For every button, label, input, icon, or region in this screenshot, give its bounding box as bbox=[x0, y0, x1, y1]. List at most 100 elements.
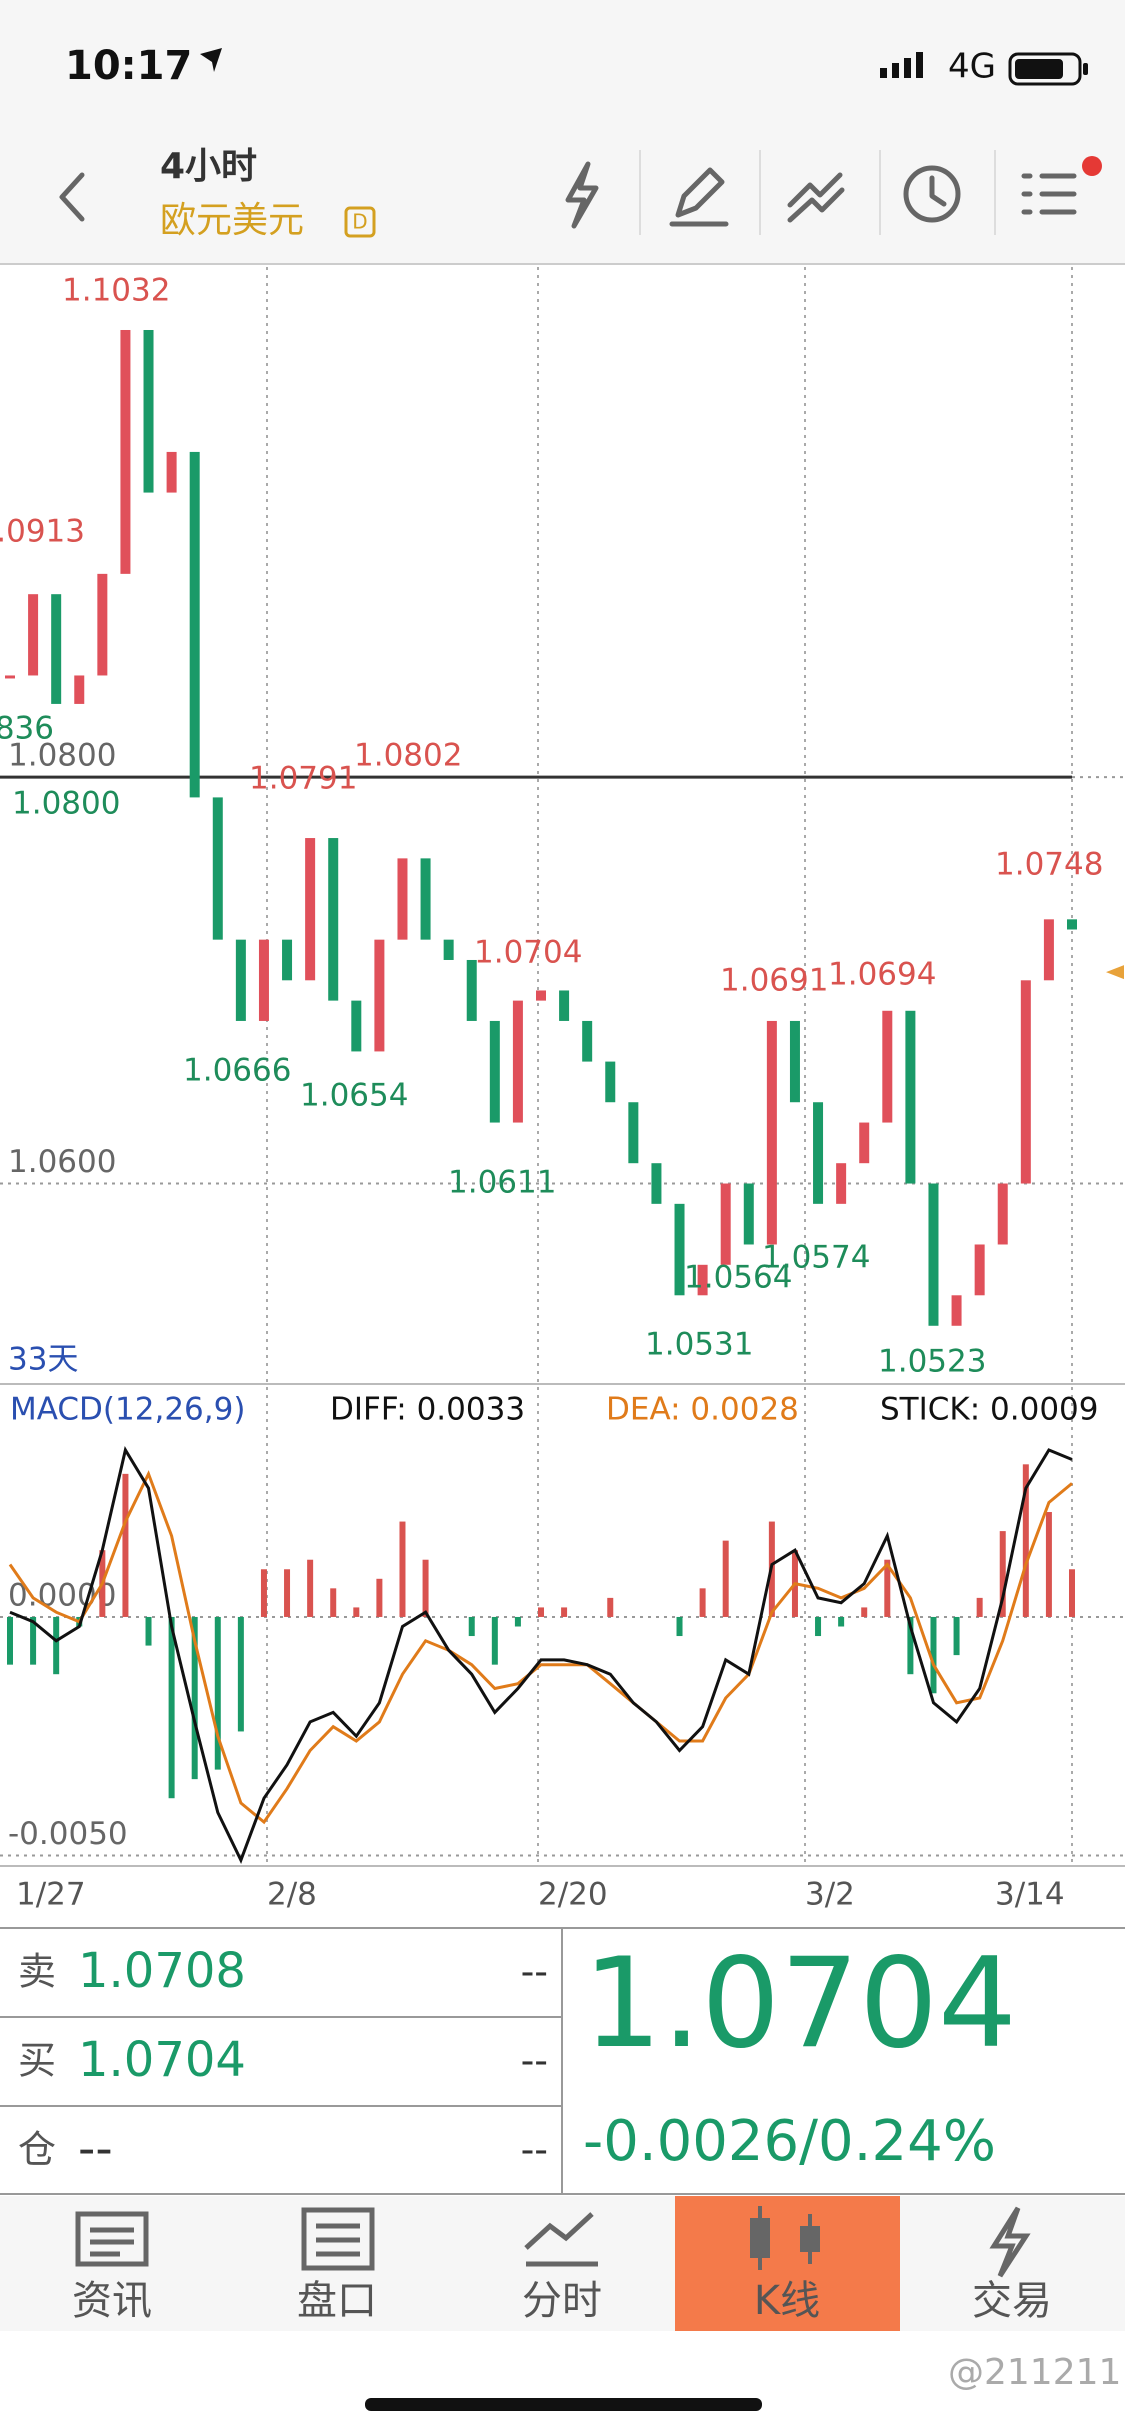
macd-stick bbox=[122, 1473, 129, 1617]
macd-stick bbox=[514, 1616, 521, 1627]
macd-stick bbox=[907, 1616, 914, 1675]
x-tick-label: 2/20 bbox=[538, 1877, 608, 1913]
tab-label[interactable]: 分时 bbox=[522, 2278, 602, 2324]
price-annotation: 1.0836 bbox=[0, 711, 54, 747]
tab-label[interactable]: 交易 bbox=[972, 2278, 1052, 2324]
macd-stick bbox=[237, 1616, 244, 1732]
tabs: 资讯 盘口 分时 K线 交易 bbox=[72, 2278, 1052, 2324]
candle-body bbox=[813, 1102, 824, 1204]
macd-stick bbox=[699, 1588, 706, 1617]
macd-stick bbox=[676, 1616, 683, 1637]
battery-cap bbox=[1083, 63, 1088, 75]
candle-body bbox=[282, 939, 293, 981]
candle-body bbox=[766, 1020, 777, 1245]
network-label: 4G bbox=[948, 47, 996, 87]
x-tick-label: 2/8 bbox=[267, 1877, 317, 1913]
macd-legend: DIFF: 0.0033 bbox=[330, 1392, 525, 1428]
macd-stick bbox=[861, 1607, 868, 1617]
news-icon-lines bbox=[90, 2227, 134, 2257]
macd-stick bbox=[376, 1578, 383, 1617]
tab-label[interactable]: K线 bbox=[754, 2278, 820, 2324]
macd-stick bbox=[30, 1616, 37, 1665]
quote-value: 1.0708 bbox=[78, 1943, 246, 1999]
vertical-grid bbox=[266, 267, 1073, 1866]
book-icon bbox=[301, 2207, 375, 2271]
candle-body bbox=[628, 1102, 639, 1164]
candle-body bbox=[605, 1061, 616, 1103]
range-label: 33天 bbox=[8, 1342, 78, 1378]
macd-stick bbox=[561, 1607, 568, 1617]
macd-stick bbox=[53, 1616, 60, 1675]
candle-body bbox=[351, 1000, 362, 1052]
tab-label[interactable]: 盘口 bbox=[297, 2278, 377, 2324]
tab-label[interactable]: 资讯 bbox=[72, 2278, 152, 2324]
macd-stick bbox=[884, 1559, 891, 1617]
candle-body bbox=[836, 1163, 847, 1204]
candle-body bbox=[443, 939, 454, 960]
candle-body bbox=[789, 1020, 800, 1103]
price-annotation: 1.0913 bbox=[0, 514, 85, 550]
candle-body bbox=[905, 1010, 916, 1184]
location-icon bbox=[200, 48, 222, 72]
quote-side: 卖 bbox=[18, 1950, 56, 1994]
active-tab-bg bbox=[675, 2196, 900, 2331]
macd-pane: 0.0000 -0.0050 bbox=[0, 1446, 1125, 1865]
candle-body bbox=[420, 858, 431, 940]
price-annotation: 1.0574 bbox=[762, 1240, 870, 1276]
candle-body bbox=[1043, 919, 1054, 981]
macd-stick bbox=[284, 1569, 291, 1617]
home-indicator bbox=[365, 2398, 762, 2411]
clock-button[interactable] bbox=[903, 165, 961, 223]
candle-body bbox=[536, 990, 546, 1001]
candle-body bbox=[1067, 919, 1077, 930]
draw-button[interactable] bbox=[669, 167, 729, 227]
flash-button[interactable] bbox=[565, 161, 599, 229]
news-icon bbox=[75, 2211, 149, 2267]
status-time: 10:17 bbox=[65, 43, 192, 89]
clock-hands bbox=[929, 175, 947, 207]
candle-body bbox=[951, 1295, 962, 1326]
candle-body bbox=[397, 858, 408, 940]
candle-body bbox=[512, 1000, 523, 1123]
back-button[interactable] bbox=[59, 172, 85, 222]
candle-body bbox=[582, 1020, 593, 1062]
candle-body bbox=[189, 451, 200, 798]
candle-body bbox=[697, 1264, 708, 1296]
period-label: 4小时 bbox=[160, 146, 257, 187]
quote-volume: -- bbox=[521, 2039, 548, 2083]
macd-stick bbox=[999, 1531, 1006, 1617]
price-annotation: 1.0564 bbox=[684, 1260, 792, 1296]
macd-stick bbox=[953, 1616, 960, 1656]
macd-stick bbox=[607, 1597, 614, 1617]
macd-stick bbox=[976, 1597, 983, 1617]
macd-stick bbox=[191, 1616, 198, 1780]
y-tick-label: 1.0600 bbox=[8, 1144, 116, 1180]
indicator-button[interactable] bbox=[787, 172, 845, 223]
candle-body bbox=[305, 838, 316, 981]
candle-body bbox=[143, 329, 154, 493]
y-tick-label: 0.0000 bbox=[8, 1577, 116, 1613]
macd-title: MACD(12,26,9) bbox=[10, 1392, 245, 1428]
candle-body bbox=[166, 451, 177, 493]
candle-body bbox=[651, 1163, 662, 1204]
candle-body bbox=[120, 329, 131, 574]
menu-button[interactable] bbox=[1021, 173, 1077, 215]
macd-diff-line bbox=[9, 1446, 1073, 1865]
candle-body bbox=[997, 1183, 1008, 1245]
candle-body bbox=[5, 675, 15, 679]
candle-body bbox=[51, 594, 62, 704]
macd-stick bbox=[722, 1540, 729, 1617]
symbol-label[interactable]: 欧元美元 bbox=[160, 200, 304, 241]
candle-body bbox=[28, 594, 39, 676]
trade-icon bbox=[989, 2206, 1031, 2278]
macd-stick bbox=[468, 1616, 475, 1637]
x-tick-label: 1/27 bbox=[16, 1877, 86, 1913]
macd-stick bbox=[307, 1559, 314, 1617]
macd-stick bbox=[491, 1616, 498, 1665]
price-annotation: 1.0691 bbox=[720, 963, 828, 999]
candle-body bbox=[74, 675, 85, 704]
candle-body bbox=[743, 1183, 754, 1245]
candle-body bbox=[328, 838, 339, 1001]
